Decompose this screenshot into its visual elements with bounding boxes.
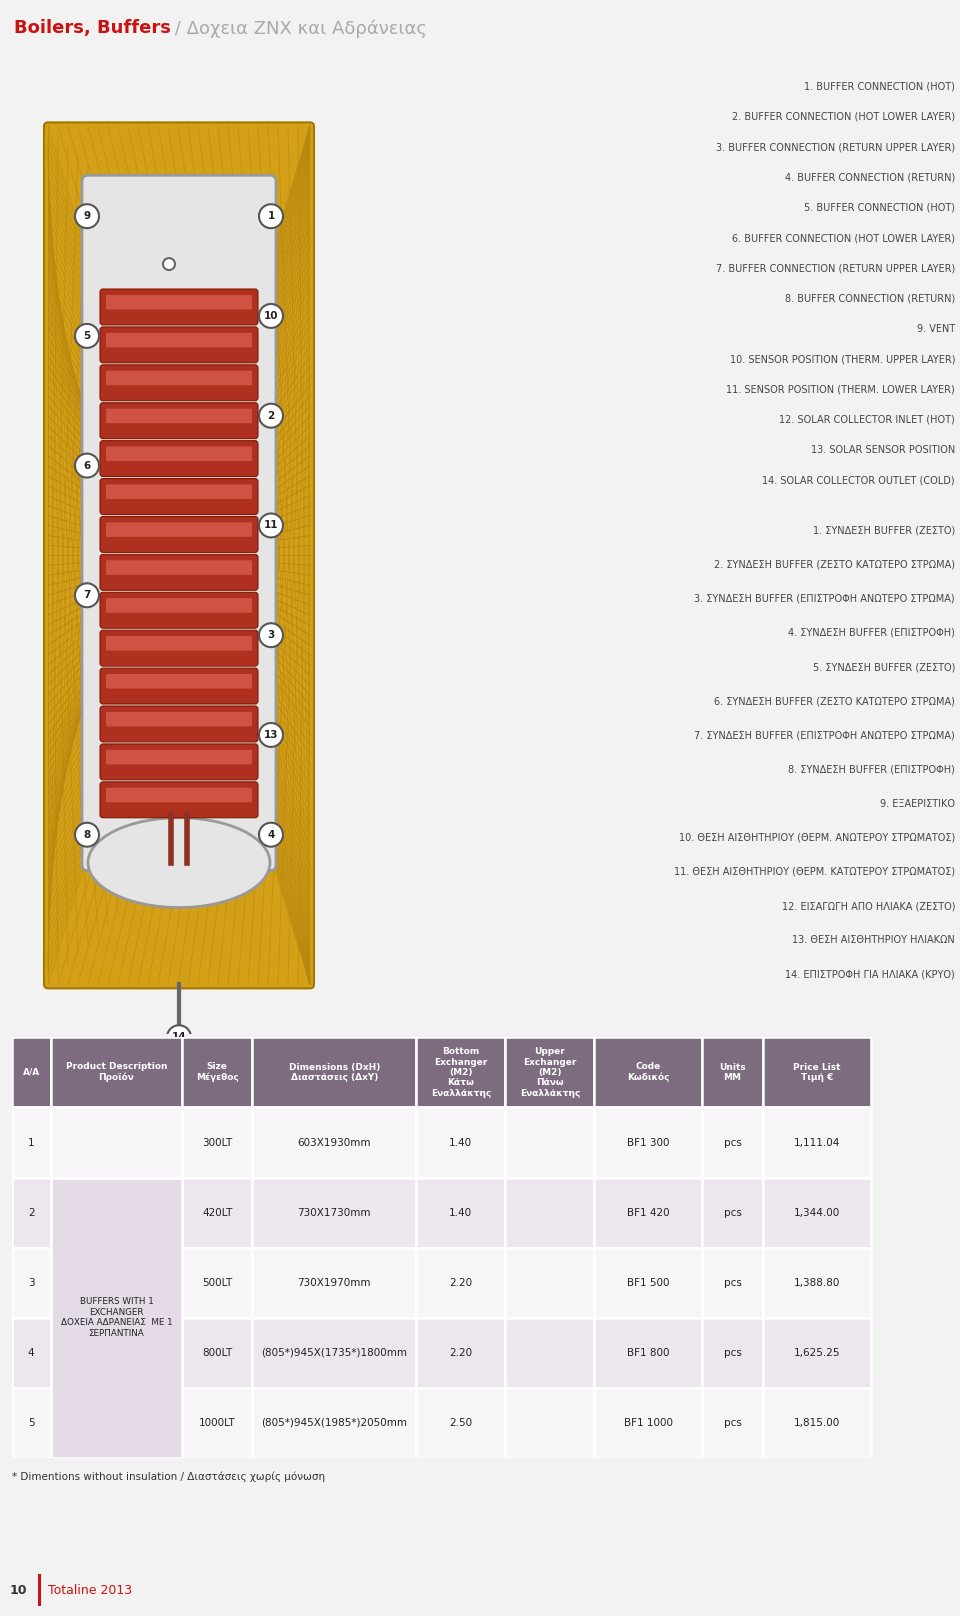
Text: 9. VENT: 9. VENT — [917, 323, 955, 335]
Bar — [12, 1248, 51, 1317]
Text: 9: 9 — [84, 212, 90, 221]
Text: Dimensions (DxH)
Διαστάσεις (ΔxΥ): Dimensions (DxH) Διαστάσεις (ΔxΥ) — [289, 1063, 380, 1083]
Circle shape — [163, 259, 175, 270]
FancyBboxPatch shape — [100, 441, 258, 477]
Bar — [80, 208, 88, 225]
Text: 1: 1 — [268, 212, 275, 221]
Bar — [702, 1037, 763, 1107]
Bar — [270, 627, 278, 643]
Bar — [417, 1107, 505, 1178]
Bar — [12, 1107, 51, 1178]
Bar — [505, 1178, 594, 1248]
FancyBboxPatch shape — [100, 743, 258, 781]
Text: 10: 10 — [10, 1584, 28, 1597]
Text: Totaline 2013: Totaline 2013 — [48, 1584, 132, 1597]
Text: pcs: pcs — [724, 1207, 741, 1217]
Text: 13: 13 — [264, 730, 278, 740]
Circle shape — [259, 514, 283, 538]
Circle shape — [259, 404, 283, 428]
FancyBboxPatch shape — [106, 750, 252, 764]
Text: 14. ΕΠΙΣΤΡΟΦΗ ΓΙΑ ΗΛΙΑΚΑ (ΚΡΥΟ): 14. ΕΠΙΣΤΡΟΦΗ ΓΙΑ ΗΛΙΑΚΑ (ΚΡΥΟ) — [785, 970, 955, 979]
Bar — [182, 1388, 252, 1458]
Text: 8. BUFFER CONNECTION (RETURN): 8. BUFFER CONNECTION (RETURN) — [784, 294, 955, 304]
FancyBboxPatch shape — [106, 674, 252, 688]
Text: 603X1930mm: 603X1930mm — [298, 1138, 372, 1147]
Text: 4: 4 — [28, 1348, 35, 1357]
Circle shape — [75, 583, 99, 608]
Bar — [702, 1388, 763, 1458]
Text: 4. BUFFER CONNECTION (RETURN): 4. BUFFER CONNECTION (RETURN) — [784, 173, 955, 183]
Text: (805*)945X(1985*)2050mm: (805*)945X(1985*)2050mm — [261, 1417, 407, 1427]
Bar — [270, 407, 278, 423]
Text: 9. ΕΞΑΕΡΙΣΤΙΚΟ: 9. ΕΞΑΕΡΙΣΤΙΚΟ — [880, 798, 955, 808]
Text: (805*)945X(1735*)1800mm: (805*)945X(1735*)1800mm — [261, 1348, 407, 1357]
FancyBboxPatch shape — [106, 333, 252, 347]
FancyBboxPatch shape — [100, 706, 258, 742]
Bar — [38, 1574, 41, 1606]
Text: 3. BUFFER CONNECTION (RETURN UPPER LAYER): 3. BUFFER CONNECTION (RETURN UPPER LAYER… — [716, 142, 955, 152]
Text: 10. ΘΕΣΗ ΑΙΣΘΗΤΗΡΙΟΥ (ΘΕΡΜ. ΑΝΩΤΕΡΟΥ ΣΤΡΩΜΑΤΟΣ): 10. ΘΕΣΗ ΑΙΣΘΗΤΗΡΙΟΥ (ΘΕΡΜ. ΑΝΩΤΕΡΟΥ ΣΤΡ… — [679, 832, 955, 844]
Circle shape — [75, 204, 99, 228]
Bar — [252, 1107, 417, 1178]
Bar — [12, 1037, 51, 1107]
Text: BF1 500: BF1 500 — [627, 1278, 669, 1288]
Text: 10. SENSOR POSITION (THERM. UPPER LAYER): 10. SENSOR POSITION (THERM. UPPER LAYER) — [730, 354, 955, 364]
Bar — [594, 1317, 702, 1388]
Text: 1,388.80: 1,388.80 — [794, 1278, 840, 1288]
Circle shape — [75, 823, 99, 847]
Circle shape — [259, 624, 283, 646]
Bar — [505, 1248, 594, 1317]
Text: 5: 5 — [28, 1417, 35, 1427]
Text: 6. BUFFER CONNECTION (HOT LOWER LAYER): 6. BUFFER CONNECTION (HOT LOWER LAYER) — [732, 233, 955, 242]
FancyBboxPatch shape — [106, 561, 252, 575]
Text: 3: 3 — [28, 1278, 35, 1288]
Text: Upper
Exchanger
(M2)
Πάνω
Εναλλάκτης: Upper Exchanger (M2) Πάνω Εναλλάκτης — [519, 1047, 580, 1097]
Text: pcs: pcs — [724, 1138, 741, 1147]
Text: 6. ΣΥΝΔΕΣΗ BUFFER (ΖΕΣΤΟ ΚΑΤΩΤΕΡΟ ΣΤΡΩΜΑ): 6. ΣΥΝΔΕΣΗ BUFFER (ΖΕΣΤΟ ΚΑΤΩΤΕΡΟ ΣΤΡΩΜΑ… — [714, 696, 955, 706]
Text: 12. ΕΙΣΑΓΩΓΗ ΑΠΟ ΗΛΙΑΚΑ (ΖΕΣΤΟ): 12. ΕΙΣΑΓΩΓΗ ΑΠΟ ΗΛΙΑΚΑ (ΖΕΣΤΟ) — [781, 902, 955, 911]
FancyBboxPatch shape — [106, 294, 252, 309]
Text: BUFFERS WITH 1
EXCHANGER
ΔΟΧΕΙΑ ΑΔΡΑΝΕΙΑΣ  ΜΕ 1
ΣΕΡΠΑΝΤΙΝΑ: BUFFERS WITH 1 EXCHANGER ΔΟΧΕΙΑ ΑΔΡΑΝΕΙΑ… — [60, 1298, 172, 1338]
FancyBboxPatch shape — [100, 782, 258, 818]
Bar — [417, 1317, 505, 1388]
Bar — [505, 1388, 594, 1458]
Bar — [505, 1107, 594, 1178]
Bar — [763, 1388, 871, 1458]
FancyBboxPatch shape — [106, 713, 252, 727]
Bar — [594, 1178, 702, 1248]
Bar — [763, 1317, 871, 1388]
Text: BF1 1000: BF1 1000 — [624, 1417, 673, 1427]
FancyBboxPatch shape — [106, 522, 252, 537]
Text: 7: 7 — [84, 590, 90, 600]
Circle shape — [259, 304, 283, 328]
Text: Price List
Τιμή €: Price List Τιμή € — [793, 1063, 841, 1083]
FancyBboxPatch shape — [106, 787, 252, 802]
Bar — [80, 457, 88, 473]
Bar — [763, 1248, 871, 1317]
Bar — [270, 208, 278, 225]
Text: 3: 3 — [268, 630, 275, 640]
Bar — [51, 1037, 182, 1107]
Bar — [763, 1178, 871, 1248]
Bar — [51, 1178, 182, 1458]
Text: 4. ΣΥΝΔΕΣΗ BUFFER (ΕΠΙΣΤΡΟΦΗ): 4. ΣΥΝΔΕΣΗ BUFFER (ΕΠΙΣΤΡΟΦΗ) — [788, 629, 955, 638]
Text: 11. SENSOR POSITION (THERM. LOWER LAYER): 11. SENSOR POSITION (THERM. LOWER LAYER) — [727, 385, 955, 394]
Ellipse shape — [88, 818, 270, 908]
Text: 13. ΘΕΣΗ ΑΙΣΘΗΤΗΡΙΟΥ ΗΛΙΑΚΩΝ: 13. ΘΕΣΗ ΑΙΣΘΗΤΗΡΙΟΥ ΗΛΙΑΚΩΝ — [792, 936, 955, 945]
Text: Units
MM: Units MM — [719, 1063, 746, 1083]
Bar — [51, 1107, 182, 1178]
FancyBboxPatch shape — [106, 446, 252, 461]
FancyBboxPatch shape — [100, 667, 258, 705]
Bar — [270, 827, 278, 842]
Bar — [252, 1178, 417, 1248]
Text: / Δοχεια ΖΝΧ και Αδράνειας: / Δοχεια ΖΝΧ και Αδράνειας — [169, 19, 427, 37]
Text: * Dimentions without insulation / Διαστάσεις χωρίς μόνωση: * Dimentions without insulation / Διαστά… — [12, 1472, 324, 1482]
Text: 300LT: 300LT — [202, 1138, 232, 1147]
FancyBboxPatch shape — [44, 123, 314, 989]
Text: 500LT: 500LT — [202, 1278, 232, 1288]
Text: 7. ΣΥΝΔΕΣΗ BUFFER (ΕΠΙΣΤΡΟΦΗ ΑΝΩΤΕΡΟ ΣΤΡΩΜΑ): 7. ΣΥΝΔΕΣΗ BUFFER (ΕΠΙΣΤΡΟΦΗ ΑΝΩΤΕΡΟ ΣΤΡ… — [694, 730, 955, 740]
Bar — [594, 1107, 702, 1178]
Text: 3. ΣΥΝΔΕΣΗ BUFFER (ΕΠΙΣΤΡΟΦΗ ΑΝΩΤΕΡΟ ΣΤΡΩΜΑ): 3. ΣΥΝΔΕΣΗ BUFFER (ΕΠΙΣΤΡΟΦΗ ΑΝΩΤΕΡΟ ΣΤΡ… — [694, 593, 955, 604]
Bar — [505, 1317, 594, 1388]
FancyBboxPatch shape — [106, 485, 252, 499]
